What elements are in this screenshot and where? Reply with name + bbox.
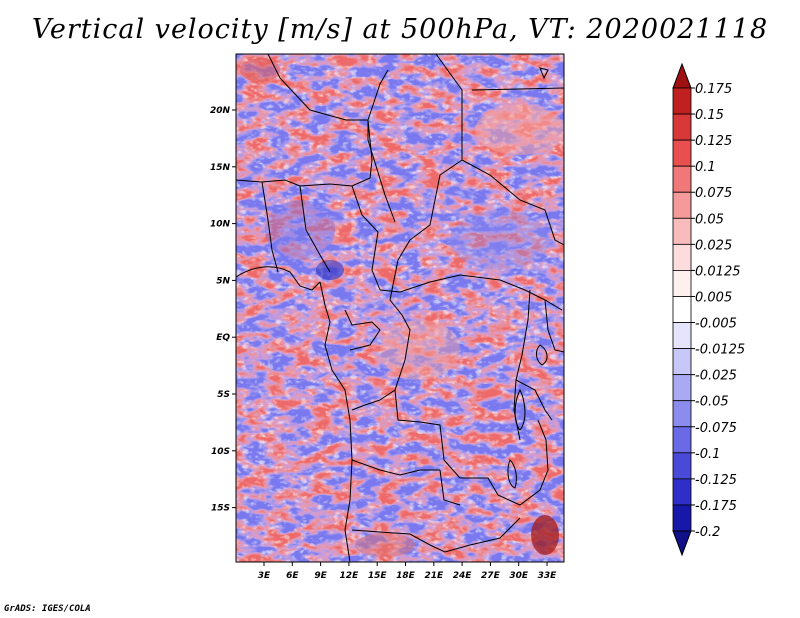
colorbar-label: 0.005 — [695, 290, 732, 305]
colorbar-label: -0.125 — [695, 473, 737, 488]
colorbar-bottom-arrow — [672, 530, 692, 557]
colorbar-top-arrow — [672, 62, 692, 89]
colorbar-segment — [672, 374, 692, 402]
colorbar: 0.175 0.15 0.125 0.1 0.075 0.05 0.025 0.0125 0.0… — [672, 62, 745, 557]
colorbar-label: 0.15 — [695, 108, 724, 123]
lon-tick-label: 27E — [481, 571, 501, 581]
lon-tick-label: 33E — [538, 571, 558, 581]
colorbar-label: 0.1 — [695, 160, 716, 175]
lat-tick-label: 10N — [210, 220, 231, 230]
lat-tick-label: 20N — [210, 106, 231, 116]
country-borders — [236, 54, 564, 562]
colorbar-label: -0.2 — [695, 525, 720, 540]
colorbar-segment — [672, 400, 692, 428]
colorbar-label: -0.175 — [695, 499, 737, 514]
lat-tick-label: 10S — [211, 447, 230, 457]
colorbar-segment — [672, 165, 692, 193]
colorbar-segment — [672, 348, 692, 376]
lon-tick-label: 21E — [424, 571, 444, 581]
colorbar-segment — [672, 504, 692, 532]
lon-tick-label: 12E — [340, 571, 360, 581]
colorbar-label: -0.025 — [695, 369, 737, 384]
lon-tick-label: 30E — [509, 571, 529, 581]
lat-tick-label: 5S — [217, 390, 230, 400]
colorbar-segment — [672, 243, 692, 271]
colorbar-label: -0.005 — [695, 317, 737, 332]
grads-credit: GrADS: IGES/COLA — [4, 604, 91, 614]
latitude-axis: 20N 15N 10N 5N EQ 5S 10S 15S — [210, 106, 236, 514]
colorbar-segment — [672, 87, 692, 115]
colorbar-segment — [672, 270, 692, 297]
lon-tick-label: 6E — [286, 571, 299, 581]
lon-tick-label: 3E — [258, 571, 271, 581]
colorbar-label: 0.125 — [695, 134, 732, 149]
colorbar-label: 0.025 — [695, 238, 732, 253]
lat-tick-label: EQ — [216, 333, 230, 343]
colorbar-segment — [672, 113, 692, 141]
vertical-velocity-field — [236, 54, 564, 562]
lat-tick-label: 5N — [216, 276, 230, 286]
colorbar-label: 0.0125 — [695, 264, 741, 279]
colorbar-label: 0.075 — [695, 186, 732, 201]
colorbar-segment — [672, 452, 692, 480]
colorbar-label: -0.05 — [695, 395, 729, 410]
colorbar-segment — [672, 217, 692, 245]
chart-title: Vertical velocity [m/s] at 500hPa, VT: 2… — [31, 14, 769, 45]
lat-tick-label: 15S — [211, 504, 230, 514]
colorbar-segment — [672, 296, 692, 323]
lon-tick-label: 9E — [314, 571, 327, 581]
colorbar-segment — [672, 478, 692, 506]
colorbar-label: -0.1 — [695, 447, 720, 462]
colorbar-segment — [672, 139, 692, 167]
lon-tick-label: 24E — [453, 571, 473, 581]
lat-tick-label: 15N — [210, 163, 231, 173]
lon-tick-label: 15E — [368, 571, 388, 581]
longitude-axis: 3E 6E 9E 12E 15E 18E 21E 24E 27E 30E 33E — [258, 562, 557, 581]
colorbar-label: 0.175 — [695, 82, 732, 97]
colorbar-label: -0.075 — [695, 421, 737, 436]
map-frame — [235, 53, 565, 563]
colorbar-segment — [672, 426, 692, 454]
colorbar-segment — [672, 322, 692, 349]
colorbar-label: -0.0125 — [695, 343, 745, 358]
colorbar-segment — [672, 191, 692, 219]
lon-tick-label: 18E — [396, 571, 416, 581]
colorbar-label: 0.05 — [695, 212, 724, 227]
